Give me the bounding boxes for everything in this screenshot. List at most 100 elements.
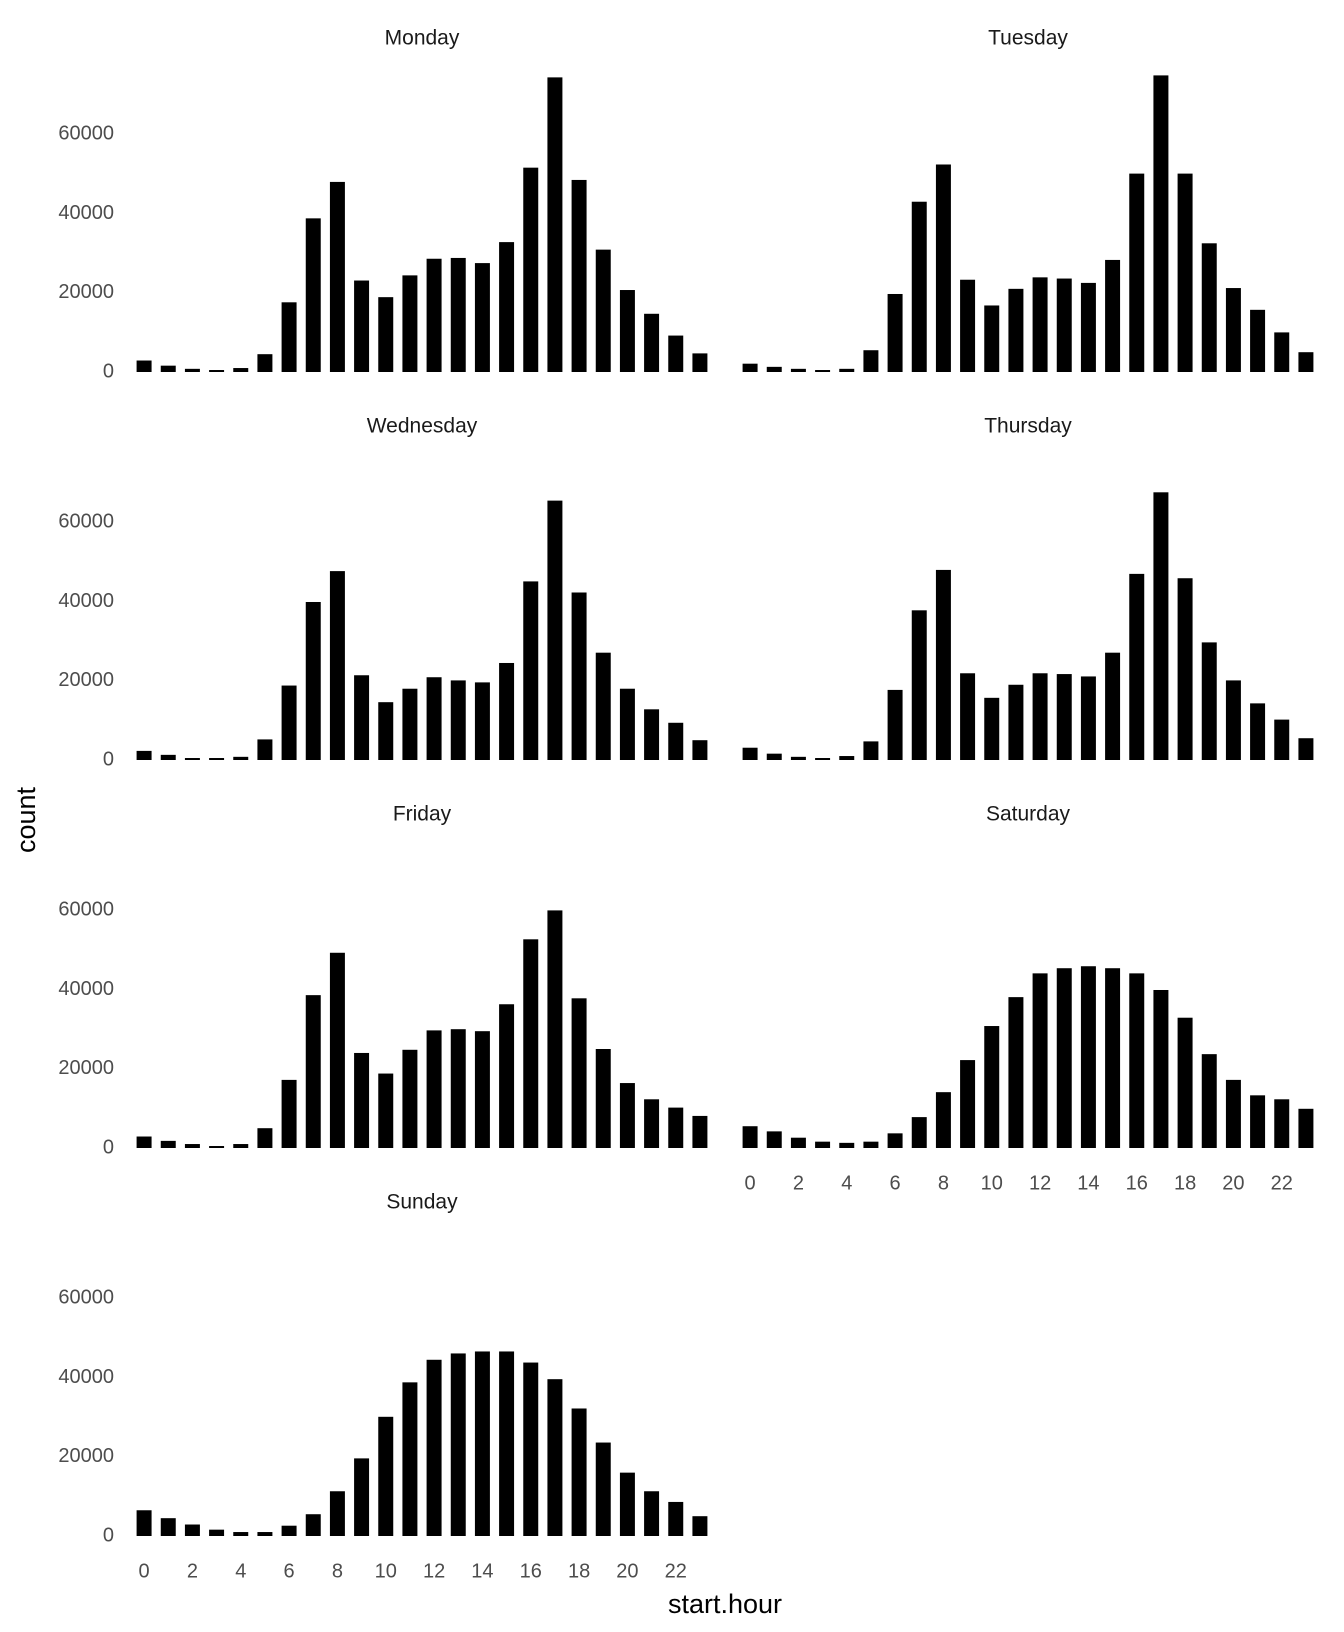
bar [839, 1142, 855, 1148]
bar [547, 1379, 563, 1536]
facet-title: Monday [385, 27, 460, 50]
bar [839, 368, 855, 372]
y-tick-label: 40000 [58, 1366, 114, 1388]
bar [305, 995, 321, 1148]
bar [499, 1004, 515, 1148]
bar [281, 685, 297, 760]
y-tick-label: 0 [103, 1524, 114, 1546]
bar [1105, 259, 1121, 372]
x-tick-label: 16 [1126, 1172, 1148, 1194]
bar [329, 181, 345, 372]
bar [1201, 243, 1217, 372]
x-tick-label: 0 [745, 1172, 756, 1194]
bar [1177, 1017, 1193, 1148]
bar [644, 313, 660, 372]
bar [426, 1359, 442, 1536]
bar [257, 354, 273, 372]
bar [1105, 968, 1121, 1148]
bar [378, 1416, 394, 1536]
bar [1032, 973, 1048, 1148]
bar [160, 754, 176, 760]
bar [815, 758, 831, 760]
bar [1080, 966, 1096, 1148]
bar [1298, 1108, 1314, 1148]
bar [1225, 1079, 1241, 1148]
bar [184, 758, 200, 760]
bar [1080, 282, 1096, 372]
bar [668, 335, 684, 372]
x-tick-label: 14 [1077, 1172, 1099, 1194]
bar [571, 179, 587, 372]
facet-title: Friday [393, 803, 452, 826]
x-tick-label: 22 [1271, 1172, 1293, 1194]
bar [499, 242, 515, 372]
x-tick-label: 16 [520, 1560, 542, 1582]
bar [1274, 719, 1290, 760]
bar [790, 1137, 806, 1148]
x-tick-label: 10 [375, 1560, 397, 1582]
y-tick-label: 20000 [58, 669, 114, 691]
bar [329, 1491, 345, 1536]
x-tick-label: 4 [235, 1560, 246, 1582]
bar [766, 1131, 782, 1148]
x-tick-label: 8 [332, 1560, 343, 1582]
bar [692, 1115, 708, 1148]
bar [1153, 989, 1169, 1148]
bar [863, 741, 879, 760]
y-tick-label: 20000 [58, 1057, 114, 1079]
bar [1201, 642, 1217, 760]
x-tick-label: 20 [616, 1560, 638, 1582]
bar [1298, 352, 1314, 372]
bar [547, 500, 563, 760]
x-tick-label: 10 [981, 1172, 1003, 1194]
bar [354, 1052, 370, 1148]
x-tick-label: 18 [568, 1560, 590, 1582]
bar [209, 370, 225, 372]
x-tick-label: 4 [841, 1172, 852, 1194]
x-tick-label: 12 [1029, 1172, 1051, 1194]
y-tick-label: 60000 [58, 1287, 114, 1309]
y-tick-label: 0 [103, 1136, 114, 1158]
bar [619, 290, 635, 372]
bar [935, 569, 951, 760]
bar [1129, 573, 1145, 760]
bar [184, 1144, 200, 1148]
bar [595, 1049, 611, 1148]
x-tick-label: 2 [793, 1172, 804, 1194]
bar [547, 77, 563, 372]
y-tick-label: 40000 [58, 202, 114, 224]
bar [160, 365, 176, 372]
facet-title: Saturday [986, 803, 1071, 826]
bar [766, 366, 782, 372]
bar [450, 1029, 466, 1148]
bar [523, 167, 539, 372]
bar [474, 263, 490, 372]
bar [499, 662, 515, 760]
x-tick-label: 12 [423, 1560, 445, 1582]
bar [984, 697, 1000, 760]
bar [742, 747, 758, 760]
bar [474, 1351, 490, 1536]
bar [354, 280, 370, 372]
bar [595, 249, 611, 372]
bar [160, 1518, 176, 1536]
bar [1056, 674, 1072, 760]
bar [1177, 578, 1193, 760]
x-axis-label: start.hour [668, 1589, 782, 1619]
x-tick-label: 22 [665, 1560, 687, 1582]
bar [1008, 288, 1024, 372]
bar [402, 275, 418, 372]
bar [233, 756, 249, 760]
bar [402, 688, 418, 760]
x-tick-label: 20 [1222, 1172, 1244, 1194]
bar [426, 258, 442, 372]
bar [474, 682, 490, 760]
y-tick-label: 60000 [58, 511, 114, 533]
bar [668, 1501, 684, 1536]
y-tick-label: 60000 [58, 123, 114, 145]
facet-title: Wednesday [367, 415, 478, 438]
bar [1056, 968, 1072, 1148]
bar [499, 1351, 515, 1536]
bar [233, 368, 249, 372]
bar [595, 1442, 611, 1536]
